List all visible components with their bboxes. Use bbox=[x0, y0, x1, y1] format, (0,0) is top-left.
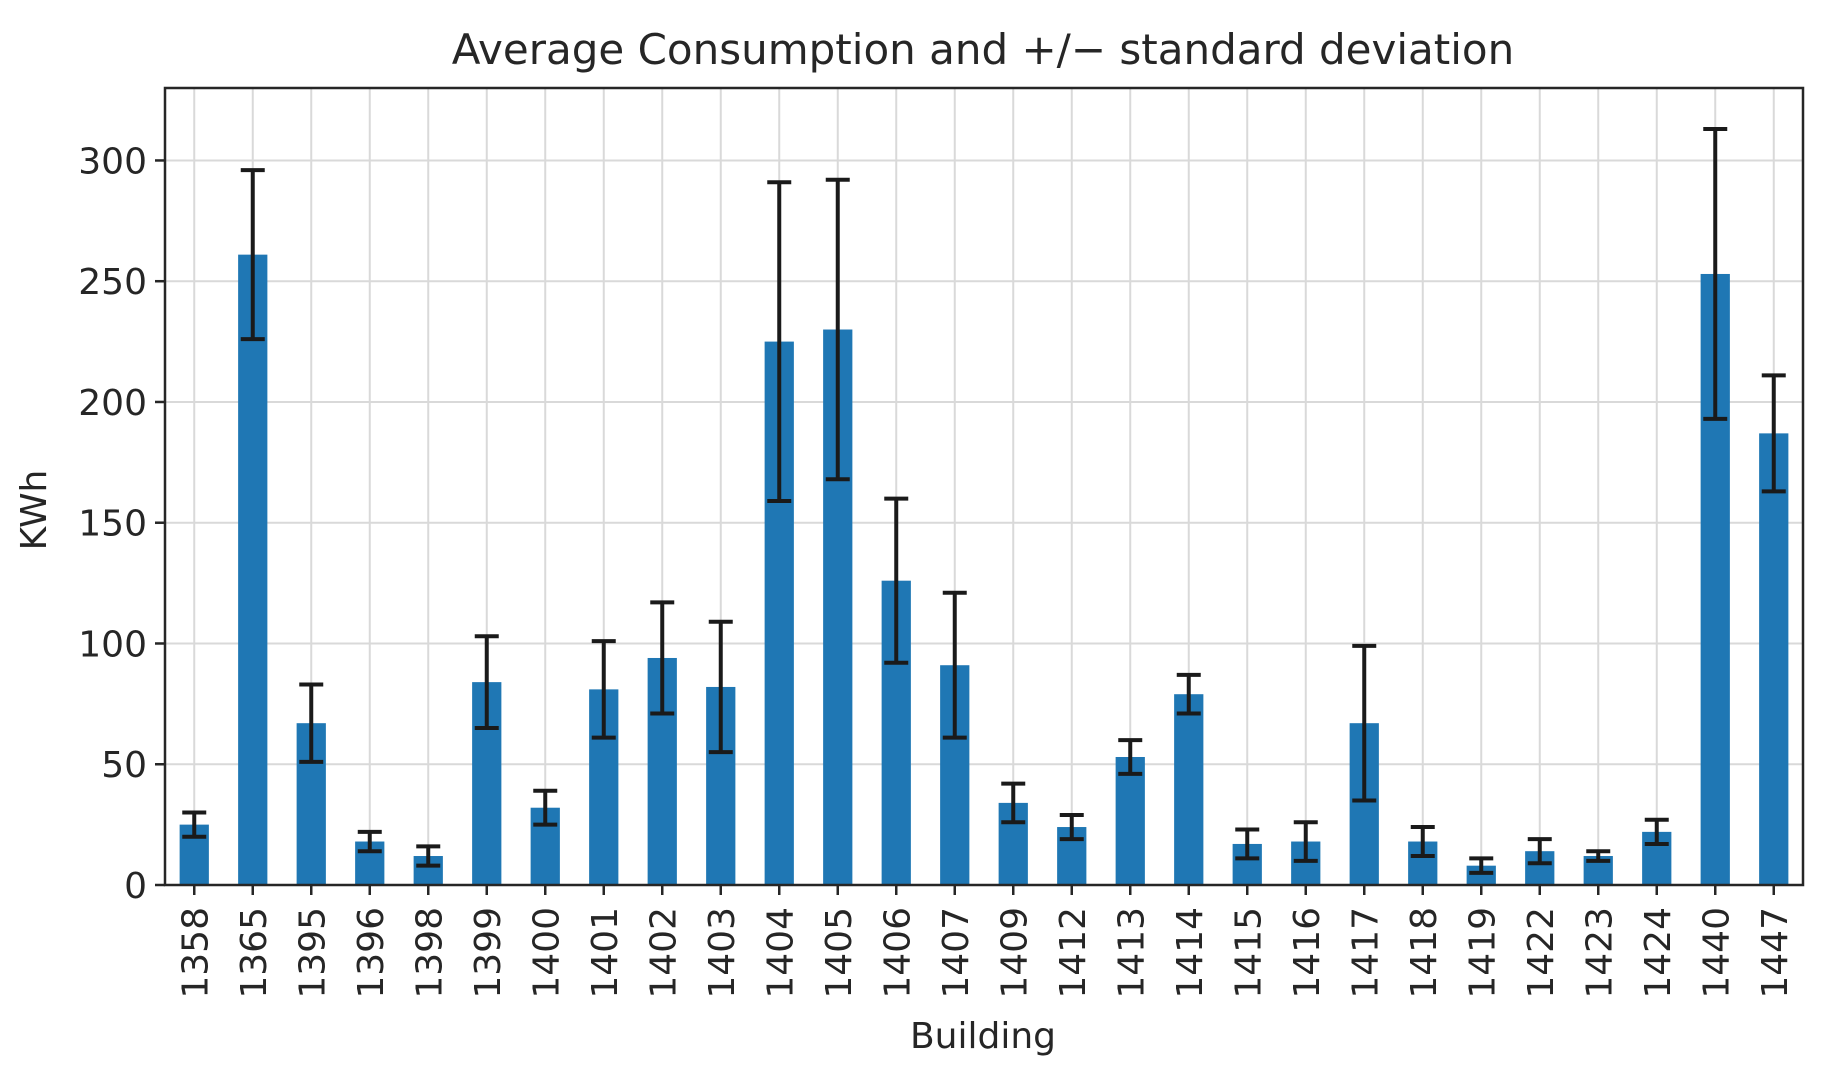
plot-frame bbox=[163, 86, 1805, 887]
grid-lines bbox=[165, 88, 1803, 886]
bar-1447 bbox=[1759, 433, 1789, 885]
x-tick-label: 1407 bbox=[936, 907, 977, 999]
x-tick-label: 1398 bbox=[409, 907, 450, 999]
error-bar-1424 bbox=[1644, 817, 1669, 846]
error-bar-1401 bbox=[591, 639, 616, 740]
y-tick-label: 250 bbox=[78, 262, 147, 303]
x-tick-label: 1396 bbox=[351, 907, 392, 999]
error-bar-1422 bbox=[1527, 837, 1552, 866]
error-bar-1407 bbox=[942, 590, 967, 740]
error-bar-1415 bbox=[1235, 827, 1260, 861]
error-bar-1414 bbox=[1176, 672, 1201, 716]
x-tick-label: 1422 bbox=[1521, 907, 1562, 999]
x-tick-label: 1405 bbox=[819, 907, 860, 999]
error-bar-1447 bbox=[1761, 373, 1786, 494]
y-tick-label: 50 bbox=[101, 745, 147, 786]
x-axis-label: Building bbox=[910, 1016, 1056, 1057]
x-tick-label: 1423 bbox=[1579, 907, 1620, 999]
x-tick-label: 1412 bbox=[1053, 907, 1094, 999]
x-tick-label: 1424 bbox=[1638, 907, 1679, 999]
error-bar-1399 bbox=[474, 634, 499, 731]
error-bar-1395 bbox=[299, 682, 324, 764]
error-bar-1402 bbox=[650, 600, 675, 716]
error-bar-1400 bbox=[533, 788, 558, 827]
x-tick-label: 1402 bbox=[643, 907, 684, 999]
x-tick-label: 1415 bbox=[1228, 907, 1269, 999]
x-tick-label: 1447 bbox=[1755, 907, 1796, 999]
chart-title: Average Consumption and +/− standard dev… bbox=[452, 25, 1514, 74]
bar-1419 bbox=[1466, 865, 1496, 885]
x-axis-ticks: 1358 1365 1395 1396 1398 1399 1400 1401 1402 1403… bbox=[175, 885, 1796, 999]
x-tick-label: 1414 bbox=[1170, 907, 1211, 999]
x-tick-label: 1409 bbox=[994, 907, 1035, 999]
bars bbox=[179, 254, 1789, 886]
error-bar-1417 bbox=[1352, 643, 1377, 803]
x-tick-label: 1399 bbox=[468, 907, 509, 999]
x-tick-label: 1406 bbox=[877, 907, 918, 999]
x-tick-label: 1417 bbox=[1345, 907, 1386, 999]
x-tick-label: 1404 bbox=[760, 907, 801, 999]
error-bar-1440 bbox=[1703, 127, 1728, 421]
error-bar-1423 bbox=[1586, 849, 1611, 863]
error-bar-1418 bbox=[1410, 825, 1435, 859]
x-tick-label: 1400 bbox=[526, 907, 567, 999]
x-tick-label: 1419 bbox=[1462, 907, 1503, 999]
error-bar-1409 bbox=[1001, 781, 1026, 825]
error-bar-1412 bbox=[1059, 812, 1084, 842]
x-tick-label: 1416 bbox=[1287, 907, 1328, 999]
error-bar-1396 bbox=[357, 829, 382, 854]
error-bar-1405 bbox=[825, 177, 850, 482]
error-bar-1365 bbox=[240, 168, 265, 342]
error-bar-1406 bbox=[884, 496, 909, 665]
y-tick-label: 200 bbox=[78, 383, 147, 424]
x-tick-label: 1440 bbox=[1696, 907, 1737, 999]
error-bar-1413 bbox=[1118, 738, 1143, 776]
y-tick-label: 100 bbox=[78, 624, 147, 665]
bar-1413 bbox=[1115, 756, 1145, 885]
error-bar-1398 bbox=[416, 844, 441, 868]
bar-1365 bbox=[238, 254, 268, 886]
x-tick-label: 1365 bbox=[234, 907, 275, 999]
error-bars bbox=[182, 127, 1786, 875]
x-tick-label: 1358 bbox=[175, 907, 216, 999]
y-tick-label: 150 bbox=[78, 504, 147, 545]
error-bar-1358 bbox=[182, 810, 207, 839]
x-tick-label: 1413 bbox=[1111, 907, 1152, 999]
error-bar-1403 bbox=[708, 619, 733, 755]
x-tick-label: 1403 bbox=[702, 907, 743, 999]
y-tick-label: 300 bbox=[78, 141, 147, 182]
y-tick-label: 0 bbox=[124, 866, 147, 907]
error-bar-1404 bbox=[767, 180, 792, 503]
x-tick-label: 1401 bbox=[585, 907, 626, 999]
x-tick-label: 1395 bbox=[292, 907, 333, 999]
error-bar-1416 bbox=[1293, 820, 1318, 863]
y-axis-ticks: 0 50 100 150 200 250 300 bbox=[78, 141, 165, 907]
x-tick-label: 1418 bbox=[1404, 907, 1445, 999]
bar-1414 bbox=[1174, 694, 1204, 885]
error-bar-1419 bbox=[1469, 856, 1494, 875]
y-axis-label: KWh bbox=[14, 470, 55, 551]
